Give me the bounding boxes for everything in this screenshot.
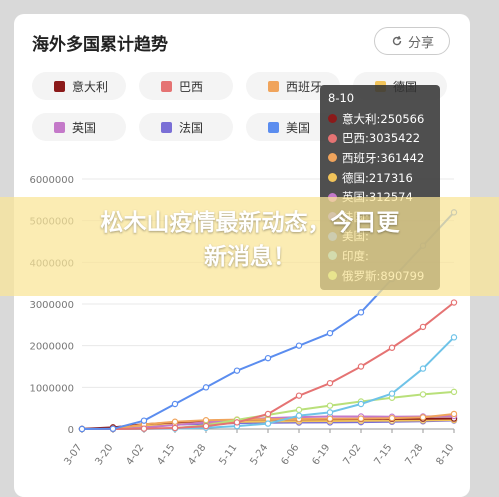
data-point	[326, 409, 334, 416]
data-point	[450, 299, 458, 306]
data-point	[295, 392, 303, 399]
data-point	[264, 420, 272, 427]
legend-item-france[interactable]: 法国	[139, 113, 233, 141]
data-point	[419, 323, 427, 331]
legend-swatch	[54, 121, 65, 133]
data-point	[109, 425, 117, 432]
data-point	[450, 388, 458, 396]
legend-label: 美国	[286, 120, 311, 135]
data-point	[357, 415, 365, 422]
headline-text: 松木山疫情最新动态，今日更 新消息！	[40, 206, 460, 274]
data-point	[264, 410, 272, 418]
line-chart: 0100000020000003000000400000050000006000…	[29, 175, 458, 467]
data-point	[326, 402, 334, 409]
data-point	[202, 422, 210, 430]
legend-swatch	[54, 80, 65, 92]
data-point	[419, 365, 427, 372]
y-tick-label: 2000000	[29, 342, 74, 353]
tooltip-value: 巴西:3035422	[342, 131, 421, 146]
legend-swatch	[161, 121, 172, 133]
x-tick-label: 7-28	[403, 442, 425, 467]
y-tick-label: 3000000	[29, 300, 74, 311]
data-point	[233, 419, 241, 426]
tooltip-value: 意大利:250566	[342, 111, 425, 126]
data-point	[357, 309, 365, 316]
x-tick-label: 3-20	[93, 442, 115, 467]
tooltip-dot	[328, 153, 337, 163]
data-point	[326, 415, 334, 422]
x-tick-label: 4-28	[186, 442, 208, 467]
legend-swatch	[268, 121, 279, 133]
data-point	[388, 344, 396, 351]
x-tick-label: 6-06	[279, 442, 301, 467]
y-tick-label: 6000000	[29, 175, 74, 186]
legend-label: 意大利	[72, 79, 109, 94]
y-tick-label: 1000000	[29, 383, 74, 394]
data-point	[140, 417, 148, 424]
legend-item-italy[interactable]: 意大利	[32, 72, 126, 100]
data-point	[78, 425, 86, 433]
share-label: 分享	[407, 35, 434, 51]
data-point	[388, 414, 396, 422]
x-tick-label: 5-11	[217, 442, 239, 467]
headline-line-2: 新消息！	[204, 244, 296, 270]
data-point	[295, 412, 303, 419]
x-tick-label: 3-07	[62, 442, 84, 467]
share-button[interactable]: 分享	[374, 27, 450, 55]
data-point	[326, 329, 334, 337]
data-point	[233, 367, 241, 374]
x-tick-label: 7-02	[341, 442, 363, 467]
data-point	[171, 400, 179, 408]
tooltip-row: 德国:217316	[328, 168, 432, 188]
tooltip-row: 西班牙:361442	[328, 148, 432, 168]
x-tick-label: 8-10	[434, 442, 456, 467]
tooltip-value: 德国:217316	[342, 170, 413, 185]
page-title: 海外多国累计趋势	[32, 35, 168, 55]
share-icon	[392, 35, 402, 46]
data-point	[264, 354, 272, 362]
legend-swatch	[268, 80, 279, 92]
legend-label: 西班牙	[286, 79, 323, 94]
data-point	[357, 400, 365, 408]
data-point	[295, 342, 303, 349]
x-tick-label: 4-15	[155, 442, 177, 467]
tooltip-dot	[328, 173, 337, 183]
series-line	[82, 301, 455, 430]
tooltip-value: 西班牙:361442	[342, 150, 425, 165]
data-point	[450, 334, 458, 341]
data-point	[171, 418, 179, 425]
tooltip-dot	[328, 133, 337, 143]
data-point	[295, 406, 303, 414]
data-point	[450, 410, 458, 418]
legend-item-spain[interactable]: 西班牙	[246, 72, 340, 100]
legend-label: 英国	[72, 120, 97, 135]
data-point	[419, 391, 427, 398]
data-point	[140, 425, 148, 432]
legend-label: 法国	[179, 120, 204, 135]
data-point	[388, 390, 396, 397]
legend-item-brazil[interactable]: 巴西	[139, 72, 233, 100]
tooltip-dot	[328, 114, 337, 124]
tooltip-date: 8-10	[328, 91, 355, 105]
data-point	[202, 384, 210, 391]
headline-line-1: 松木山疫情最新动态，今日更	[100, 210, 400, 236]
legend-label: 巴西	[179, 79, 204, 94]
tooltip-row: 巴西:3035422	[328, 129, 432, 149]
y-tick-label: 0	[68, 425, 74, 436]
data-point	[357, 363, 365, 370]
x-tick-label: 4-02	[124, 442, 146, 467]
data-point	[171, 424, 179, 432]
headline-banner	[0, 197, 499, 296]
x-tick-label: 6-19	[310, 442, 332, 467]
legend-swatch	[161, 80, 172, 92]
tooltip-row: 意大利:250566	[328, 109, 432, 129]
x-tick-label: 5-24	[248, 442, 270, 467]
data-point	[419, 414, 427, 421]
x-tick-label: 7-15	[372, 442, 394, 467]
data-point	[326, 379, 334, 387]
legend-item-uk[interactable]: 英国	[32, 113, 126, 141]
